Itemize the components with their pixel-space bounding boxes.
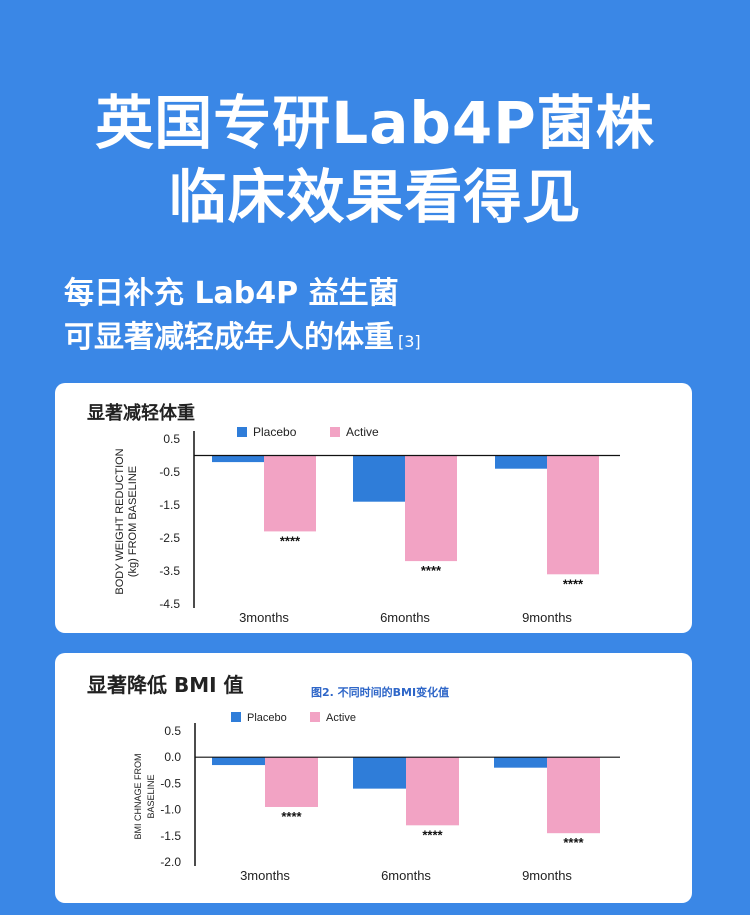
reference-marker: [3]	[398, 332, 421, 351]
bar-active-3months	[265, 757, 318, 807]
significance-label: ****	[280, 533, 301, 548]
headline-line-1: 英国专研Lab4P菌株	[95, 89, 655, 157]
bar-placebo-6months	[353, 757, 406, 789]
significance-label: ****	[281, 809, 302, 824]
weight-chart-card: 显著减轻体重 Placebo Active 0.5 -0.5 -1.5 -2.5 -3.5 -…	[55, 383, 692, 633]
legend-label-placebo: Placebo	[247, 712, 287, 724]
bar-active-6months	[406, 757, 459, 826]
significance-label: ****	[563, 835, 584, 850]
x-category-label: 6months	[381, 868, 431, 883]
bmi-figure-caption: 图2. 不同时间的BMI变化值	[311, 686, 450, 699]
y-axis-label: BMI CHNAGE FROM	[133, 753, 143, 839]
y-tick-label: 0.5	[163, 432, 180, 446]
significance-label: ****	[421, 563, 442, 578]
weight-chart: Placebo Active 0.5 -0.5 -1.5 -2.5 -3.5 -4.5 BODY…	[114, 425, 620, 625]
y-tick-label: -0.5	[159, 465, 180, 479]
x-category-label: 9months	[522, 868, 572, 883]
bmi-chart-card: 显著降低 BMI 值 图2. 不同时间的BMI变化值 Placebo Active…	[55, 653, 692, 903]
bar-active-9months	[547, 757, 600, 834]
headline: 英国专研Lab4P菌株 临床效果看得见	[0, 86, 750, 234]
y-tick-label: 0.5	[164, 724, 181, 738]
significance-label: ****	[422, 827, 443, 842]
legend-label-placebo: Placebo	[253, 425, 297, 439]
x-category-label: 6months	[380, 610, 430, 625]
bar-placebo-3months	[212, 455, 264, 463]
y-tick-label: -1.5	[160, 829, 181, 843]
x-category-label: 9months	[522, 610, 572, 625]
y-axis-label: BASELINE	[146, 774, 156, 818]
x-category-label: 3months	[239, 610, 289, 625]
y-axis-label: (kg) FROM BASELINE	[127, 466, 139, 577]
y-tick-label: -2.0	[160, 855, 181, 869]
legend-swatch-placebo	[231, 712, 241, 722]
significance-label: ****	[563, 576, 584, 591]
bar-placebo-3months	[212, 757, 265, 766]
bar-active-9months	[547, 455, 599, 575]
bar-placebo-9months	[495, 455, 547, 469]
y-tick-label: -1.0	[160, 803, 181, 817]
y-tick-label: -2.5	[159, 531, 180, 545]
y-axis-label: BODY WEIGHT REDUCTION	[114, 448, 126, 594]
legend-label-active: Active	[326, 712, 356, 724]
bmi-chart: Placebo Active 0.5 0.0 -0.5 -1.0 -1.5 -2.0 BMI C…	[133, 712, 620, 883]
y-tick-label: -4.5	[159, 597, 180, 611]
y-tick-label: -1.5	[159, 498, 180, 512]
subtitle-line-2-text: 可显著减轻成年人的体重	[64, 320, 394, 355]
legend-swatch-active	[330, 427, 340, 437]
headline-line-2: 临床效果看得见	[168, 163, 582, 231]
weight-chart-title: 显著减轻体重	[87, 403, 195, 424]
y-tick-label: -3.5	[159, 564, 180, 578]
legend-label-active: Active	[346, 425, 379, 439]
legend-swatch-active	[310, 712, 320, 722]
subtitle-line-2: 可显著减轻成年人的体重 [3]	[64, 316, 421, 360]
bar-placebo-6months	[353, 455, 405, 502]
y-tick-label: 0.0	[164, 750, 181, 764]
y-tick-label: -0.5	[160, 776, 181, 790]
bar-placebo-9months	[494, 757, 547, 768]
bar-active-3months	[264, 455, 316, 532]
bar-active-6months	[405, 455, 457, 562]
subtitle: 每日补充 Lab4P 益生菌 可显著减轻成年人的体重 [3]	[64, 272, 421, 360]
x-category-label: 3months	[240, 868, 290, 883]
legend-swatch-placebo	[237, 427, 247, 437]
bmi-chart-title: 显著降低 BMI 值	[87, 673, 244, 697]
subtitle-line-1: 每日补充 Lab4P 益生菌	[64, 276, 399, 311]
